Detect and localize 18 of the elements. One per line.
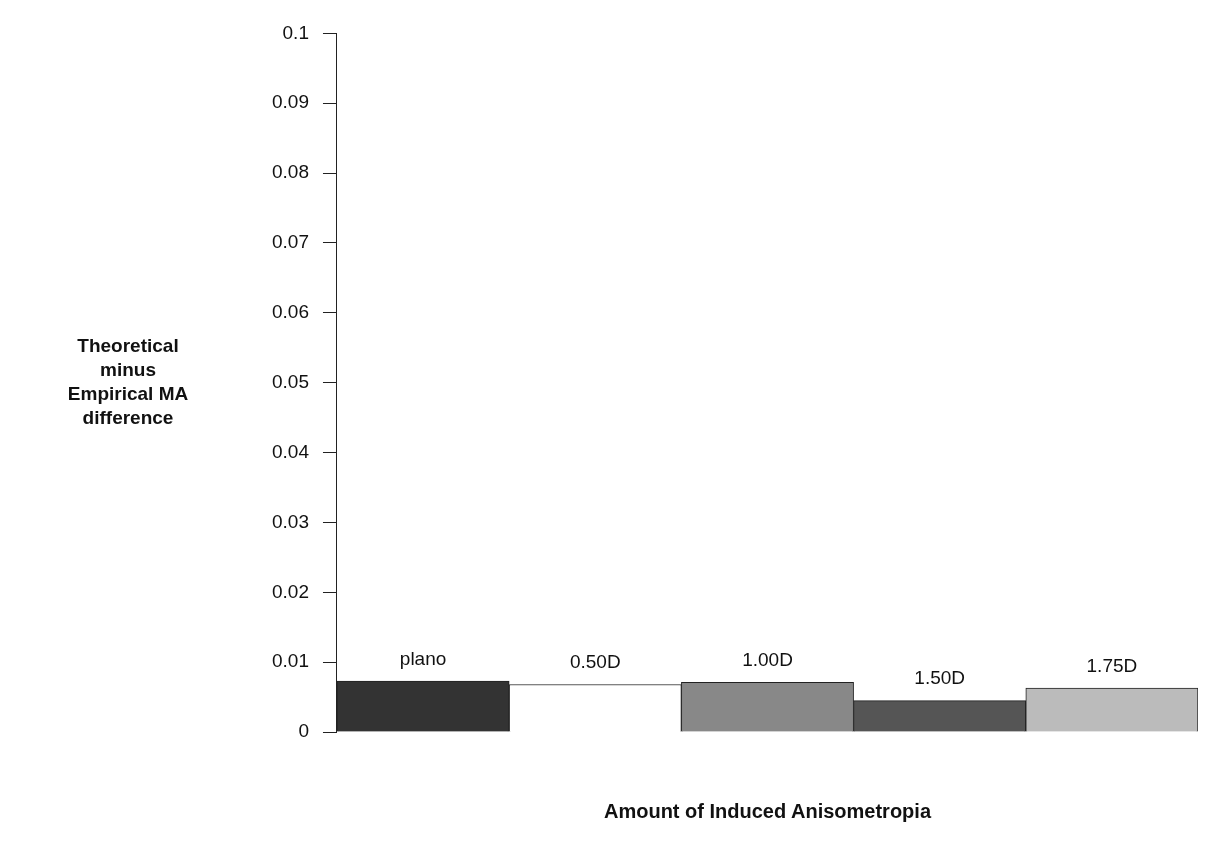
y-tick-label: 0.09 — [272, 91, 309, 113]
y-axis-title: Theoretical minus Empirical MA difference — [67, 334, 189, 428]
y-tick-label: 0.04 — [272, 440, 310, 462]
y-tick-label: 0.01 — [272, 650, 309, 672]
x-tick-label: plano — [399, 647, 447, 669]
x-tick-label: 1.75D — [1086, 654, 1138, 676]
y-tick-label: 0.1 — [282, 21, 309, 43]
y-tick-label: 0.06 — [272, 301, 309, 323]
x-tick-label: 1.00D — [742, 649, 793, 671]
x-tick-label: 1.50D — [914, 667, 966, 689]
y-tick-label: 0.02 — [272, 580, 309, 602]
y-tick-label: 0.07 — [272, 231, 309, 253]
x-axis-title: Amount of Induced Anisometropia — [603, 799, 932, 822]
y-tick-label: 0.03 — [272, 510, 309, 532]
y-tick-label: 0 — [298, 720, 309, 742]
x-tick-label: 0.50D — [569, 651, 621, 673]
y-tick-label: 0.05 — [272, 370, 309, 392]
y-tick-label: 0.08 — [272, 161, 309, 183]
